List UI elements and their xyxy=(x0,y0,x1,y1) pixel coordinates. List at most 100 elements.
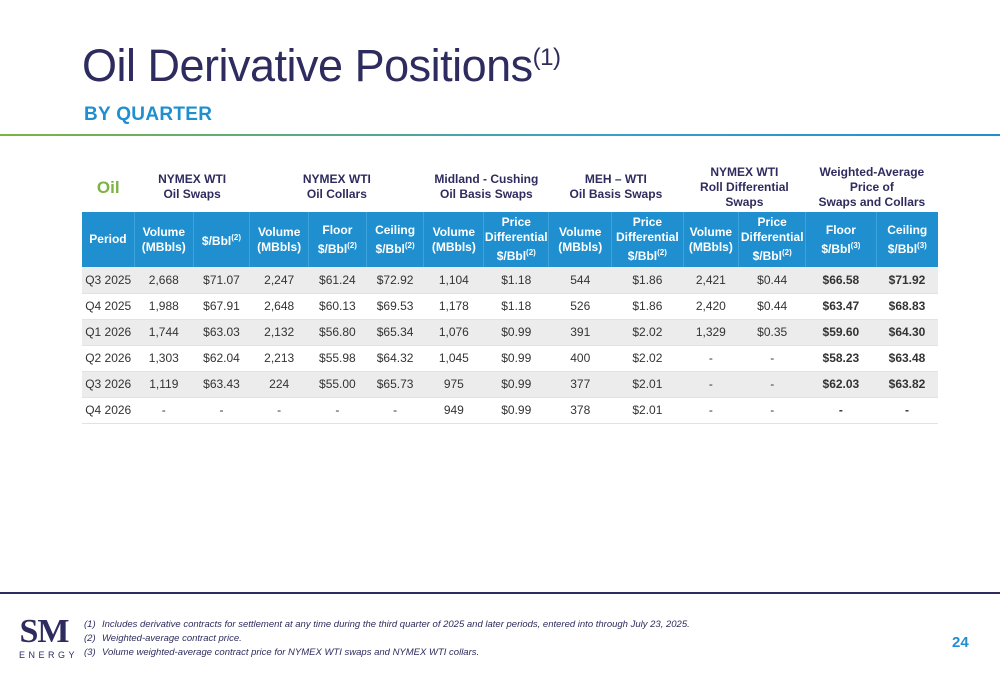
column-header-line: (MBbls) xyxy=(688,239,733,254)
table-cell: 1,329 xyxy=(683,319,739,346)
table-cell: $60.13 xyxy=(308,293,367,320)
group-header-line: NYMEX WTI xyxy=(158,172,227,186)
column-header-line: $/Bbl xyxy=(752,249,782,263)
column-header-line: Volume xyxy=(559,224,602,239)
table-cell: $62.03 xyxy=(805,371,877,398)
group-header: NYMEX WTI Oil Swaps xyxy=(134,162,249,212)
column-header: Volume (MBbls) xyxy=(683,212,740,267)
logo-mark: SM xyxy=(19,613,70,650)
period-cell: Q4 2026 xyxy=(82,397,135,424)
table-cell: 2,421 xyxy=(683,267,739,294)
table-cell: 2,668 xyxy=(134,267,194,294)
column-header: Volume (MBbls) xyxy=(423,212,485,267)
column-header: Floor $/Bbl(2) xyxy=(308,212,367,267)
table-cell: $71.07 xyxy=(193,267,250,294)
table-cell: $58.23 xyxy=(805,345,877,372)
table-body: Q3 2025 2,668 $71.07 2,247 $61.24 $72.92 1,104… xyxy=(82,267,938,424)
footnote: (3) Volume weighted-average contract pric… xyxy=(84,646,904,660)
column-header-line: Ceiling xyxy=(375,222,416,237)
column-header: Price Differential $/Bbl(2) xyxy=(611,212,684,267)
table-cell: $0.99 xyxy=(483,319,549,346)
table-cell: 949 xyxy=(423,397,484,424)
table-cell: 2,420 xyxy=(683,293,739,320)
column-header-line: Volume xyxy=(689,224,733,239)
table-cell: $66.58 xyxy=(805,267,877,294)
column-header-line: Floor xyxy=(825,222,856,237)
footnote-text: Volume weighted-average contract price f… xyxy=(102,647,480,658)
group-header: Midland - Cushing Oil Basis Swaps xyxy=(424,162,549,212)
page-subtitle: BY QUARTER xyxy=(84,104,213,125)
group-header-line: Oil Basis Swaps xyxy=(440,187,533,201)
group-header-line: Swaps and Collars xyxy=(818,194,926,209)
group-header-line: Oil Basis Swaps xyxy=(569,187,663,201)
table-cell: 1,076 xyxy=(423,319,484,346)
column-header-line: Price xyxy=(757,215,787,229)
table-cell: $0.35 xyxy=(738,319,806,346)
column-header-footnote-ref: (2) xyxy=(657,248,667,257)
table-cell: 1,119 xyxy=(134,371,194,398)
table-cell: $72.92 xyxy=(366,267,424,294)
table-cell: $1.86 xyxy=(611,267,684,294)
table-cell: $2.01 xyxy=(611,371,684,398)
table-cell: $61.24 xyxy=(308,267,367,294)
column-header: Volume (MBbls) xyxy=(548,212,613,267)
footnote-number: (2) xyxy=(84,633,96,644)
table-cell: 400 xyxy=(548,345,612,372)
column-header-line: $/Bbl xyxy=(201,234,232,248)
table-cell: $0.44 xyxy=(738,293,806,320)
table-cell: $0.44 xyxy=(738,267,806,294)
oil-label: Oil xyxy=(96,177,120,197)
column-header-line: Differential xyxy=(484,230,548,244)
table-row: Q4 2025 1,988 $67.91 2,648 $60.13 $69.53 1,178… xyxy=(82,293,938,320)
column-header-line: $/Bbl xyxy=(375,241,405,256)
table-row: Q2 2026 1,303 $62.04 2,213 $55.98 $64.32 1,045… xyxy=(82,345,938,372)
column-header-footnote-ref: (2) xyxy=(781,248,792,257)
column-header-line: Volume xyxy=(432,224,476,239)
table-cell: $2.01 xyxy=(611,397,684,424)
table-cell: 1,104 xyxy=(423,267,484,294)
column-header-line: Differential xyxy=(740,230,804,244)
table-cell: 2,648 xyxy=(249,293,309,320)
footnote: (1) Includes derivative contracts for set… xyxy=(84,618,904,632)
page-title: Oil Derivative Positions(1) xyxy=(82,40,561,91)
table-cell: $1.18 xyxy=(483,293,549,320)
table-cell: 2,213 xyxy=(249,345,309,372)
column-header-footnote-ref: (3) xyxy=(917,240,927,250)
table-cell: - xyxy=(876,397,938,424)
table-cell: $59.60 xyxy=(805,319,877,346)
group-header: NYMEX WTI Roll Differential Swaps xyxy=(683,162,806,212)
group-header: NYMEX WTI Oil Collars xyxy=(250,162,424,212)
table-cell: $2.02 xyxy=(611,319,684,346)
table-cell: $68.83 xyxy=(876,293,938,320)
table-cell: 391 xyxy=(548,319,612,346)
table-cell: - xyxy=(366,397,424,424)
column-header: Ceiling $/Bbl(2) xyxy=(366,212,425,267)
table-cell: $67.91 xyxy=(193,293,250,320)
period-cell: Q3 2026 xyxy=(82,371,135,398)
group-header-line: NYMEX WTI xyxy=(302,172,371,186)
table-cell: - xyxy=(683,371,739,398)
column-header-line: $/Bbl xyxy=(821,241,851,256)
column-header-line: Price xyxy=(501,215,531,229)
table-row: Q3 2025 2,668 $71.07 2,247 $61.24 $72.92 1,104… xyxy=(82,267,938,294)
table-cell: $0.99 xyxy=(483,371,549,398)
table-cell: $62.04 xyxy=(193,345,250,372)
column-header-line: $/Bbl xyxy=(627,249,658,263)
table-cell: $63.48 xyxy=(876,345,938,372)
table-cell: 544 xyxy=(548,267,612,294)
column-header: Price Differential $/Bbl(2) xyxy=(738,212,807,267)
table-cell: $69.53 xyxy=(366,293,424,320)
column-header-line: Floor xyxy=(322,222,353,237)
table-cell: 2,247 xyxy=(249,267,309,294)
column-header-footnote-ref: (2) xyxy=(231,233,242,242)
column-header-line: (MBbls) xyxy=(431,239,476,254)
table-cell: - xyxy=(683,345,739,372)
column-header-line: Price xyxy=(632,215,663,229)
group-header-line: Swaps xyxy=(725,194,764,209)
table-cell: - xyxy=(805,397,877,424)
table-cell: - xyxy=(738,371,806,398)
table-cell: 1,744 xyxy=(134,319,194,346)
footer-divider xyxy=(0,592,1000,594)
column-header: Volume (MBbls) xyxy=(134,212,194,267)
group-header-line: NYMEX WTI xyxy=(710,164,779,179)
